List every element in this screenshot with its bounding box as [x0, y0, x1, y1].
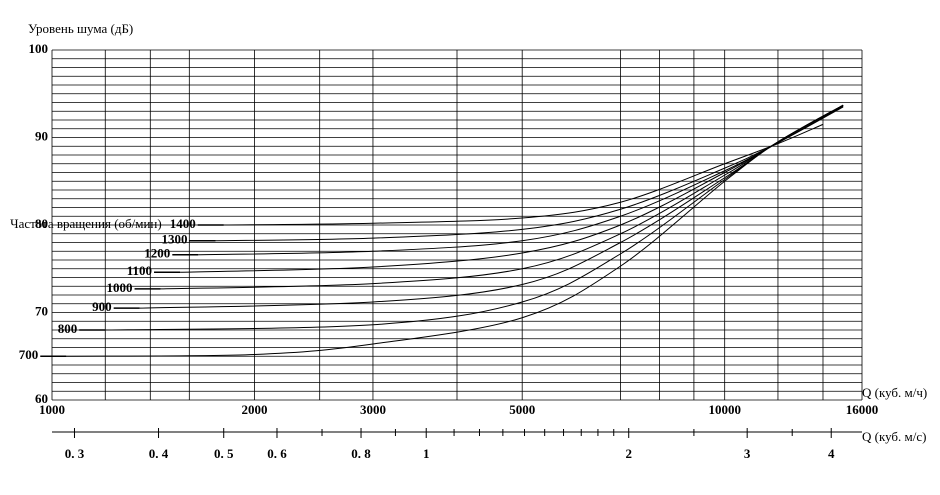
y-tick-label: 60	[35, 391, 48, 406]
x-tick-label: 1000	[39, 402, 65, 417]
curve	[215, 106, 844, 242]
curve-label: 800	[58, 321, 78, 336]
curve	[180, 105, 844, 273]
curve	[223, 123, 824, 226]
x2-tick-label: 0. 4	[149, 446, 169, 461]
curve	[105, 104, 844, 331]
curve-label: 700	[19, 347, 39, 362]
curve-label: 1300	[161, 232, 187, 247]
x2-tick-label: 0. 6	[267, 446, 287, 461]
x-tick-label: 5000	[509, 402, 535, 417]
curve-label: 1400	[170, 216, 196, 231]
y-axis-label: Уровень шума (дБ)	[28, 21, 133, 36]
x2-tick-label: 3	[744, 446, 751, 461]
x-tick-label: 10000	[708, 402, 741, 417]
curve-label: 1200	[144, 246, 170, 261]
y-tick-label: 90	[35, 128, 48, 143]
x2-axis-label: Q (куб. м/с)	[862, 429, 926, 444]
annotation: Частота вращения (об/мин)	[10, 216, 162, 231]
curve	[198, 105, 844, 256]
x2-tick-label: 2	[625, 446, 632, 461]
curve-label: 1100	[127, 263, 152, 278]
y-tick-label: 80	[35, 216, 48, 231]
y-tick-label: 100	[29, 41, 49, 56]
x-tick-label: 2000	[242, 402, 268, 417]
curve-label: 1000	[107, 280, 133, 295]
x2-tick-label: 0. 8	[351, 446, 371, 461]
curve-label: 900	[92, 299, 112, 314]
curve	[160, 104, 844, 290]
x-tick-label: 16000	[846, 402, 879, 417]
x2-tick-label: 4	[828, 446, 835, 461]
x2-tick-label: 1	[423, 446, 430, 461]
y-tick-label: 70	[35, 303, 48, 318]
x-tick-label: 3000	[360, 402, 386, 417]
x2-tick-label: 0. 3	[65, 446, 85, 461]
x-axis-label: Q (куб. м/ч)	[862, 385, 927, 400]
x2-tick-label: 0. 5	[214, 446, 234, 461]
